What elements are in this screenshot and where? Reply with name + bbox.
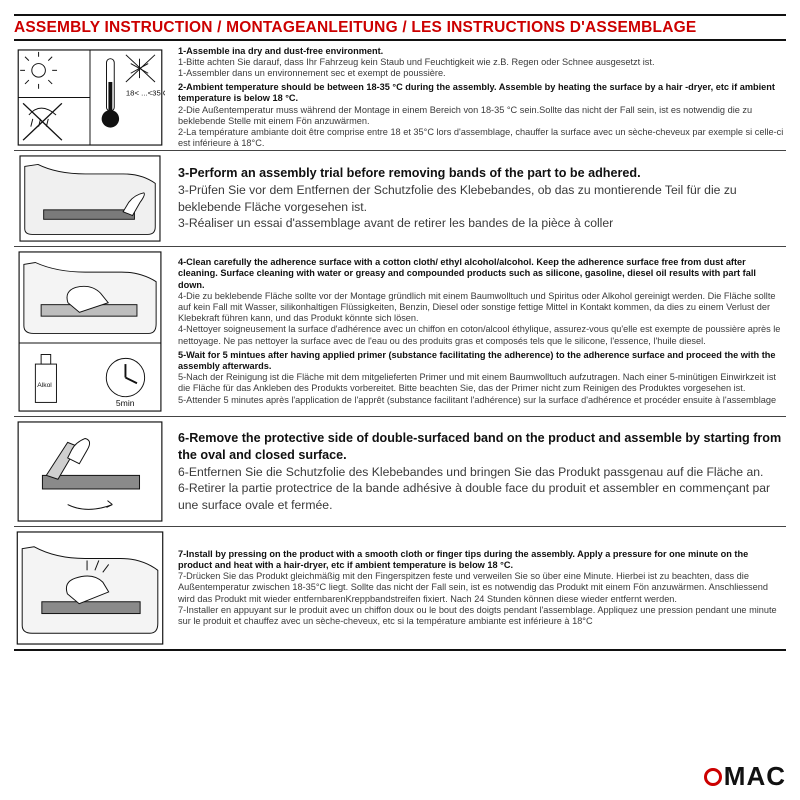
step3-block: 3-Perform an assembly trial before remov… xyxy=(178,165,784,231)
step7-de: 7-Drücken Sie das Produkt gleichmäßig mi… xyxy=(178,571,768,603)
step5-block: 5-Wait for 5 mintues after having applie… xyxy=(178,350,784,406)
step2-fr: 2-La température ambiante doit être comp… xyxy=(178,127,783,148)
steps-container: 18< ...<35 C 1-Assemble ina dry and dust… xyxy=(14,45,786,754)
temp-range-text: 18< ...<35 C xyxy=(126,89,165,98)
brand-logo: MAC xyxy=(704,761,786,792)
step6-en: 6-Remove the protective side of double-s… xyxy=(178,431,781,462)
thumb-trial xyxy=(14,151,172,246)
step-row-3: 3-Perform an assembly trial before remov… xyxy=(14,151,786,247)
thumb-press xyxy=(14,527,172,649)
step3-fr: 3-Réaliser un essai d'assemblage avant d… xyxy=(178,216,613,230)
thumb-clean-primer: Alkol 5min xyxy=(14,247,172,416)
step6-de: 6-Entfernen Sie die Schutzfolie des Kleb… xyxy=(178,465,763,479)
step7-fr: 7-Installer en appuyant sur le produit a… xyxy=(178,605,777,626)
step4-block: 4-Clean carefully the adherence surface … xyxy=(178,257,784,347)
step2-de: 2-Die Außentemperatur muss während der M… xyxy=(178,105,752,126)
step5-fr: 5-Attender 5 minutes après l'application… xyxy=(178,395,776,405)
step-row-1-2: 18< ...<35 C 1-Assemble ina dry and dust… xyxy=(14,45,786,151)
step4-en: 4-Clean carefully the adherence surface … xyxy=(178,257,756,289)
instruction-sheet: ASSEMBLY INSTRUCTION / MONTAGEANLEITUNG … xyxy=(0,0,800,800)
step-row-6: 6-Remove the protective side of double-s… xyxy=(14,417,786,527)
step4-de: 4-Die zu beklebende Fläche sollte vor de… xyxy=(178,291,776,323)
step-row-4-5: Alkol 5min 4-Clean carefully the adheren… xyxy=(14,247,786,417)
alcohol-label: Alkol xyxy=(37,382,52,389)
thumb-env-temp: 18< ...<35 C xyxy=(14,45,172,150)
trial-fit-icon xyxy=(15,155,165,242)
logo-row: MAC xyxy=(14,754,786,792)
step1-de: 1-Bitte achten Sie darauf, dass Ihr Fahr… xyxy=(178,57,655,67)
title-bar: ASSEMBLY INSTRUCTION / MONTAGEANLEITUNG … xyxy=(14,14,786,41)
step7-block: 7-Install by pressing on the product wit… xyxy=(178,549,784,628)
step1-fr: 1-Assembler dans un environnement sec et… xyxy=(178,68,446,78)
thumb-peel xyxy=(14,417,172,526)
text-7: 7-Install by pressing on the product wit… xyxy=(172,527,786,649)
press-install-icon xyxy=(15,531,165,645)
timer-label: 5min xyxy=(116,398,135,408)
step-row-7: 7-Install by pressing on the product wit… xyxy=(14,527,786,651)
clean-primer-icon: Alkol 5min xyxy=(15,251,165,412)
step6-fr: 6-Retirer la partie protectrice de la ba… xyxy=(178,481,770,511)
text-1-2: 1-Assemble ina dry and dust-free environ… xyxy=(172,45,786,150)
step4-fr: 4-Nettoyer soigneusement la surface d'ad… xyxy=(178,324,780,345)
logo-text: MAC xyxy=(724,761,786,792)
text-4-5: 4-Clean carefully the adherence surface … xyxy=(172,247,786,416)
peel-tape-icon xyxy=(15,421,165,522)
step3-de: 3-Prüfen Sie vor dem Entfernen der Schut… xyxy=(178,183,737,213)
step2-block: 2-Ambient temperature should be between … xyxy=(178,82,784,149)
step1-block: 1-Assemble ina dry and dust-free environ… xyxy=(178,46,784,80)
step3-en: 3-Perform an assembly trial before remov… xyxy=(178,166,641,180)
page-title: ASSEMBLY INSTRUCTION / MONTAGEANLEITUNG … xyxy=(14,19,696,36)
env-temp-icon: 18< ...<35 C xyxy=(15,49,165,146)
step1-en: 1-Assemble ina dry and dust-free environ… xyxy=(178,46,383,56)
logo-ring-icon xyxy=(704,768,722,786)
text-6: 6-Remove the protective side of double-s… xyxy=(172,417,786,526)
text-3: 3-Perform an assembly trial before remov… xyxy=(172,151,786,246)
step5-de: 5-Nach der Reinigung ist die Fläche mit … xyxy=(178,372,776,393)
step5-en: 5-Wait for 5 mintues after having applie… xyxy=(178,350,775,371)
step2-en: 2-Ambient temperature should be between … xyxy=(178,82,775,103)
step7-en: 7-Install by pressing on the product wit… xyxy=(178,549,748,570)
step6-block: 6-Remove the protective side of double-s… xyxy=(178,430,784,513)
